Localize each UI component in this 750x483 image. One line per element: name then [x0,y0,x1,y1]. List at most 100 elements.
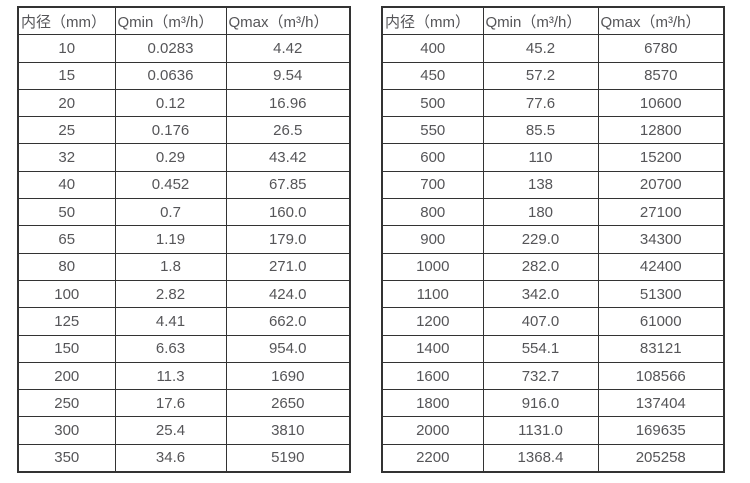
table-row: 80 1.8 271.0 [17,252,351,281]
table-cell: 900 [381,225,484,254]
table-row: 450 57.2 8570 [381,61,725,90]
table-cell: 1200 [381,307,484,336]
table-cell: 4.42 [225,34,351,63]
table-cell: 20 [17,88,116,118]
table-cell: 1000 [381,252,484,281]
table-cell: 350 [17,443,116,473]
table-row: 25 0.176 26.5 [17,116,351,145]
table-header-row: 内径（mm） Qmin（m³/h） Qmax（m³/h） [381,6,725,36]
table-cell: 1.8 [114,252,227,281]
table-cell: 400 [381,34,484,63]
table-cell: 85.5 [482,116,599,145]
table-row: 10 0.0283 4.42 [17,34,351,63]
table-cell: 169635 [597,416,725,445]
table-cell: 50 [17,198,116,227]
table-cell: 100 [17,279,116,309]
table-row: 65 1.19 179.0 [17,225,351,254]
table-cell: 42400 [597,252,725,281]
table-cell: 17.6 [114,389,227,418]
table-row: 1600 732.7 108566 [381,361,725,391]
table-row: 350 34.6 5190 [17,443,351,473]
table-cell: 1600 [381,361,484,391]
table-cell: 180 [482,198,599,227]
table-body: 400 45.2 6780 450 57.2 8570 500 77.6 10600 550 85.… [381,34,725,473]
column-header-diameter: 内径（mm） [17,6,116,36]
table-cell: 10 [17,34,116,63]
column-header-qmax: Qmax（m³/h） [597,6,725,36]
table-header-row: 内径（mm） Qmin（m³/h） Qmax（m³/h） [17,6,351,36]
table-row: 800 180 27100 [381,198,725,227]
table-cell: 16.96 [225,88,351,118]
table-cell: 179.0 [225,225,351,254]
table-row: 50 0.7 160.0 [17,198,351,227]
table-cell: 2.82 [114,279,227,309]
table-row: 900 229.0 34300 [381,225,725,254]
table-row: 100 2.82 424.0 [17,279,351,309]
table-cell: 61000 [597,307,725,336]
table-row: 1400 554.1 83121 [381,334,725,363]
table-cell: 51300 [597,279,725,309]
table-cell: 137404 [597,389,725,418]
table-cell: 1131.0 [482,416,599,445]
table-cell: 0.7 [114,198,227,227]
table-row: 32 0.29 43.42 [17,143,351,172]
table-row: 20 0.12 16.96 [17,88,351,118]
table-cell: 57.2 [482,61,599,90]
table-cell: 83121 [597,334,725,363]
table-cell: 34300 [597,225,725,254]
table-cell: 4.41 [114,307,227,336]
table-cell: 954.0 [225,334,351,363]
table-cell: 25 [17,116,116,145]
table-cell: 300 [17,416,116,445]
table-cell: 65 [17,225,116,254]
table-row: 400 45.2 6780 [381,34,725,63]
table-cell: 550 [381,116,484,145]
table-row: 2000 1131.0 169635 [381,416,725,445]
table-cell: 32 [17,143,116,172]
table-cell: 150 [17,334,116,363]
table-cell: 9.54 [225,61,351,90]
table-cell: 0.452 [114,170,227,200]
table-cell: 0.0283 [114,34,227,63]
table-row: 250 17.6 2650 [17,389,351,418]
table-cell: 916.0 [482,389,599,418]
column-header-diameter: 内径（mm） [381,6,484,36]
table-cell: 67.85 [225,170,351,200]
table-row: 40 0.452 67.85 [17,170,351,200]
table-cell: 125 [17,307,116,336]
table-cell: 20700 [597,170,725,200]
table-cell: 6.63 [114,334,227,363]
table-row: 1800 916.0 137404 [381,389,725,418]
table-row: 125 4.41 662.0 [17,307,351,336]
table-cell: 34.6 [114,443,227,473]
table-cell: 26.5 [225,116,351,145]
table-row: 15 0.0636 9.54 [17,61,351,90]
table-cell: 15200 [597,143,725,172]
table-row: 600 110 15200 [381,143,725,172]
table-row: 1100 342.0 51300 [381,279,725,309]
table-cell: 0.29 [114,143,227,172]
table-cell: 424.0 [225,279,351,309]
table-cell: 250 [17,389,116,418]
table-cell: 282.0 [482,252,599,281]
table-cell: 8570 [597,61,725,90]
table-cell: 27100 [597,198,725,227]
table-cell: 1.19 [114,225,227,254]
table-cell: 110 [482,143,599,172]
table-row: 300 25.4 3810 [17,416,351,445]
table-cell: 554.1 [482,334,599,363]
table-body: 10 0.0283 4.42 15 0.0636 9.54 20 0.12 16.96 25 0.1… [17,34,351,473]
table-cell: 2000 [381,416,484,445]
table-cell: 205258 [597,443,725,473]
table-cell: 0.0636 [114,61,227,90]
table-cell: 25.4 [114,416,227,445]
flow-rate-table-left: 内径（mm） Qmin（m³/h） Qmax（m³/h） 10 0.0283 4.4… [17,6,351,474]
table-cell: 662.0 [225,307,351,336]
table-cell: 80 [17,252,116,281]
flow-rate-table-right: 内径（mm） Qmin（m³/h） Qmax（m³/h） 400 45.2 6780… [381,6,725,474]
table-cell: 15 [17,61,116,90]
table-cell: 800 [381,198,484,227]
table-cell: 1400 [381,334,484,363]
table-cell: 2650 [225,389,351,418]
